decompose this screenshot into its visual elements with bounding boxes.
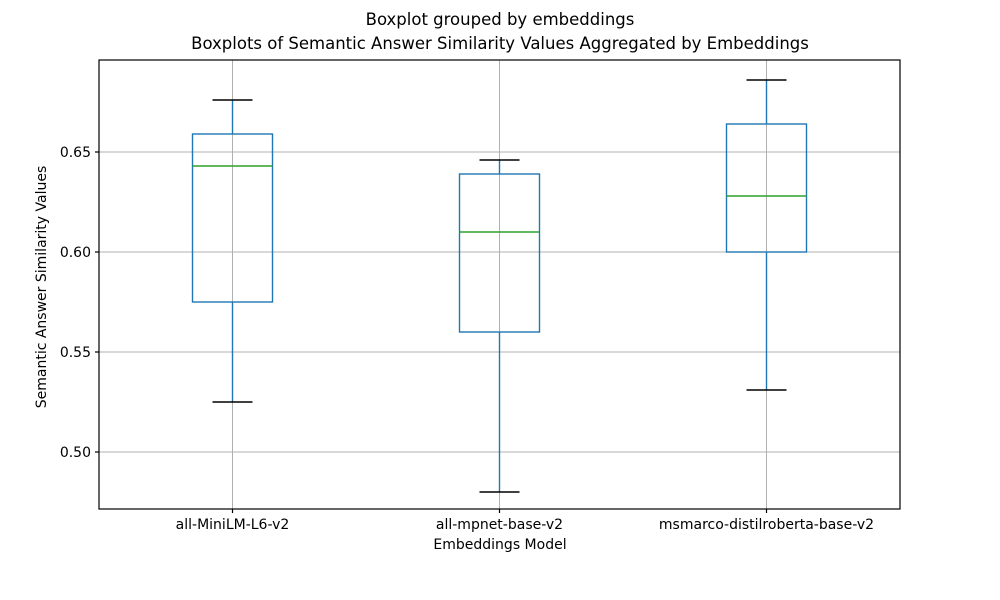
box-iqr	[458, 173, 541, 333]
y-tick-label: 0.55	[60, 345, 91, 361]
x-tick-label: msmarco-distilroberta-base-v2	[659, 517, 874, 533]
y-tick-label: 0.50	[60, 445, 91, 461]
x-tick-label: all-MiniLM-L6-v2	[176, 517, 290, 533]
x-tick-label: all-mpnet-base-v2	[436, 517, 563, 533]
y-tick-label: 0.60	[60, 245, 91, 261]
box-iqr	[725, 123, 808, 253]
boxplot-all-mpnet-base-v2	[458, 159, 541, 493]
box-iqr	[191, 133, 274, 303]
y-axis-label-text: Semantic Answer Similarity Values	[34, 165, 50, 409]
figure-suptitle: Boxplot grouped by embeddings	[365, 10, 635, 29]
boxplot-all-MiniLM-L6-v2	[191, 99, 274, 403]
boxplot-msmarco-distilroberta-base-v2	[725, 79, 808, 391]
x-axis-label: Embeddings Model	[433, 537, 567, 553]
y-tick-label: 0.65	[60, 145, 91, 161]
axes-title: Boxplots of Semantic Answer Similarity V…	[191, 34, 809, 53]
